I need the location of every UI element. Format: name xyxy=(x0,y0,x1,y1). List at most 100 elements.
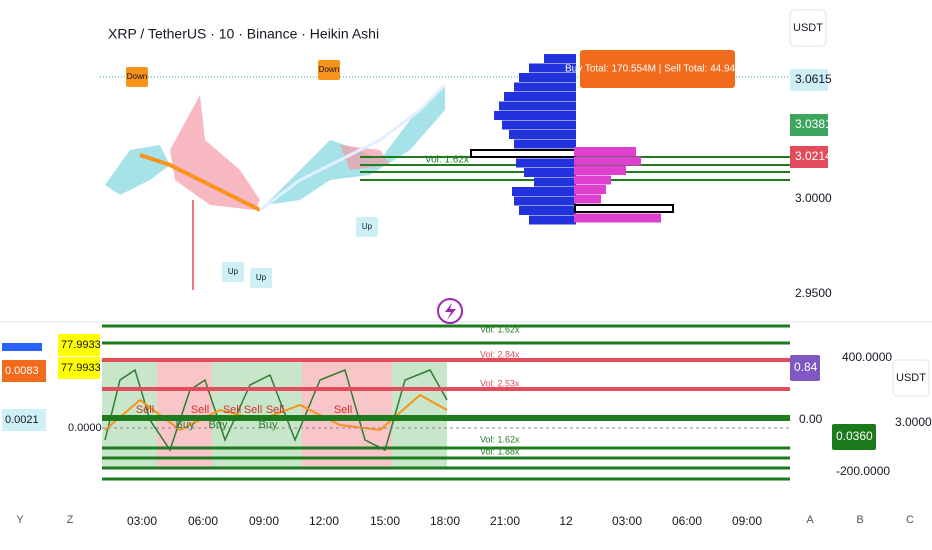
level-label: Vol: 1.62x xyxy=(480,434,520,444)
level-label: Vol: 1.88x xyxy=(480,446,520,456)
oscillator xyxy=(104,368,448,452)
vp-buy-bar xyxy=(499,101,576,111)
vp-buy-bar xyxy=(529,63,576,73)
level-label: Vol: 2.84x xyxy=(480,349,520,359)
indicator-unit-value: 3.0000 xyxy=(895,415,932,429)
time-label: 21:00 xyxy=(490,514,520,528)
time-label: 09:00 xyxy=(732,514,762,528)
signal-box xyxy=(222,262,244,282)
time-label: 03:00 xyxy=(127,514,157,528)
left-label: 0.0021 xyxy=(5,414,39,426)
event-bolt xyxy=(445,303,456,320)
indicator-unit: USDT xyxy=(896,372,926,384)
left-label: 0.0083 xyxy=(5,365,39,377)
marker xyxy=(2,343,42,351)
trade-label: Buy xyxy=(176,419,195,431)
time-label: 06:00 xyxy=(672,514,702,528)
vp-sell-bar xyxy=(574,175,611,185)
tooltip-box xyxy=(580,50,735,88)
trade-label: Sell xyxy=(191,404,209,416)
signal-box xyxy=(318,60,340,80)
time-label: 12:00 xyxy=(309,514,339,528)
bear-cloud xyxy=(170,95,260,210)
right-label-bg xyxy=(790,355,820,381)
trade-label: Buy xyxy=(259,419,278,431)
trend-line xyxy=(259,83,447,212)
trade-label: Sell xyxy=(266,404,284,416)
vp-sell-bar xyxy=(574,185,606,194)
vp-buy-bar xyxy=(494,111,576,120)
vp-buy-bar xyxy=(534,177,576,187)
vp-buy-bar xyxy=(514,139,576,149)
signal-label: Up xyxy=(228,267,239,276)
vp-buy-bar xyxy=(516,158,576,168)
signal-label: Up xyxy=(256,273,267,282)
price-label: 3.0214 xyxy=(795,149,832,163)
price-label: 2.9500 xyxy=(795,286,832,300)
left-label: 77.9933 xyxy=(61,362,101,374)
price-label-bg xyxy=(790,146,828,168)
vp-buy-bar xyxy=(470,149,576,158)
time-label: 12 xyxy=(559,514,573,528)
vp-sell-bar xyxy=(574,147,636,156)
trade-label: Sell xyxy=(136,404,154,416)
price-unit: USDT xyxy=(793,22,823,34)
trend-line xyxy=(139,153,261,212)
price-label: 3.0615 xyxy=(795,72,832,86)
vp-buy-bar xyxy=(504,92,576,101)
right-label: 400.0000 xyxy=(842,350,892,364)
vp-sell-bar xyxy=(574,194,601,204)
price-label-bg xyxy=(790,69,828,91)
signal-box xyxy=(250,268,272,288)
panel-letter: Y xyxy=(16,514,24,526)
trade-label: Sell xyxy=(244,404,262,416)
level-label: Vol: 1.62x xyxy=(480,324,520,334)
signal-box xyxy=(356,217,378,237)
left-label: 0.0000 xyxy=(68,422,102,434)
vp-sell-bar xyxy=(574,166,626,175)
time-label: 06:00 xyxy=(188,514,218,528)
signal-label: Down xyxy=(319,65,339,74)
unit-box xyxy=(789,9,827,47)
vp-sell-bar xyxy=(574,204,674,213)
trade-label: Sell xyxy=(334,404,352,416)
left-label-bg xyxy=(58,357,100,379)
vp-buy-bar xyxy=(519,73,576,82)
vp-buy-bar xyxy=(524,168,576,177)
vp-buy-bar xyxy=(509,130,576,139)
panel-letter: B xyxy=(856,514,863,526)
vp-buy-bar xyxy=(512,187,576,196)
level-label: Vol: 1.62x xyxy=(425,155,469,166)
time-label: 03:00 xyxy=(612,514,642,528)
panel-letter: A xyxy=(806,514,814,526)
left-label-bg xyxy=(2,360,46,382)
chart-title: XRP / TetherUS · 10 · Binance · Heikin A… xyxy=(108,26,379,42)
zone xyxy=(392,362,447,467)
time-label: 18:00 xyxy=(430,514,460,528)
right-label: -200.0000 xyxy=(836,464,890,478)
panel-letter: C xyxy=(906,514,914,526)
time-label: 15:00 xyxy=(370,514,400,528)
vp-buy-bar xyxy=(514,196,576,206)
signal-label: Down xyxy=(127,72,147,81)
signal-box xyxy=(126,67,148,87)
right-label: 0.84 xyxy=(794,360,818,374)
indicator-lines xyxy=(102,324,790,481)
signal-label: Up xyxy=(362,222,373,231)
vp-buy-bar xyxy=(529,215,576,225)
vp-buy-bar xyxy=(502,120,576,130)
vp-sell-bar xyxy=(574,156,641,166)
vp-buy-bar xyxy=(514,82,576,92)
left-label: 77.9933 xyxy=(61,339,101,351)
price-label-bg xyxy=(790,114,828,136)
price-label: 3.0381 xyxy=(795,117,832,131)
vp-buy-bar xyxy=(519,206,576,215)
right-label: 0.0360 xyxy=(836,429,873,443)
time-label: 09:00 xyxy=(249,514,279,528)
left-label-bg xyxy=(58,334,100,356)
price-label: 3.0000 xyxy=(795,191,832,205)
vp-buy-bar xyxy=(544,54,576,63)
vp-sell-bar xyxy=(574,213,661,223)
right-label-bg xyxy=(832,424,876,450)
